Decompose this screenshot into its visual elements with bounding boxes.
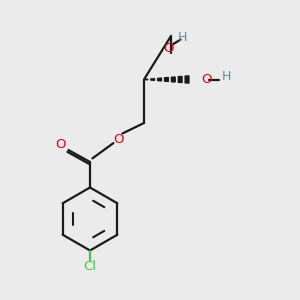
Text: H: H — [178, 31, 187, 44]
Polygon shape — [151, 79, 154, 80]
Polygon shape — [165, 77, 168, 82]
Text: H: H — [222, 70, 231, 83]
Text: Cl: Cl — [83, 260, 97, 274]
Text: O: O — [201, 73, 211, 86]
Polygon shape — [158, 78, 161, 81]
Polygon shape — [171, 77, 175, 82]
Text: O: O — [163, 42, 173, 55]
Text: O: O — [56, 138, 66, 152]
Text: O: O — [113, 133, 124, 146]
Polygon shape — [144, 79, 148, 80]
Polygon shape — [178, 76, 182, 82]
Polygon shape — [185, 76, 189, 83]
